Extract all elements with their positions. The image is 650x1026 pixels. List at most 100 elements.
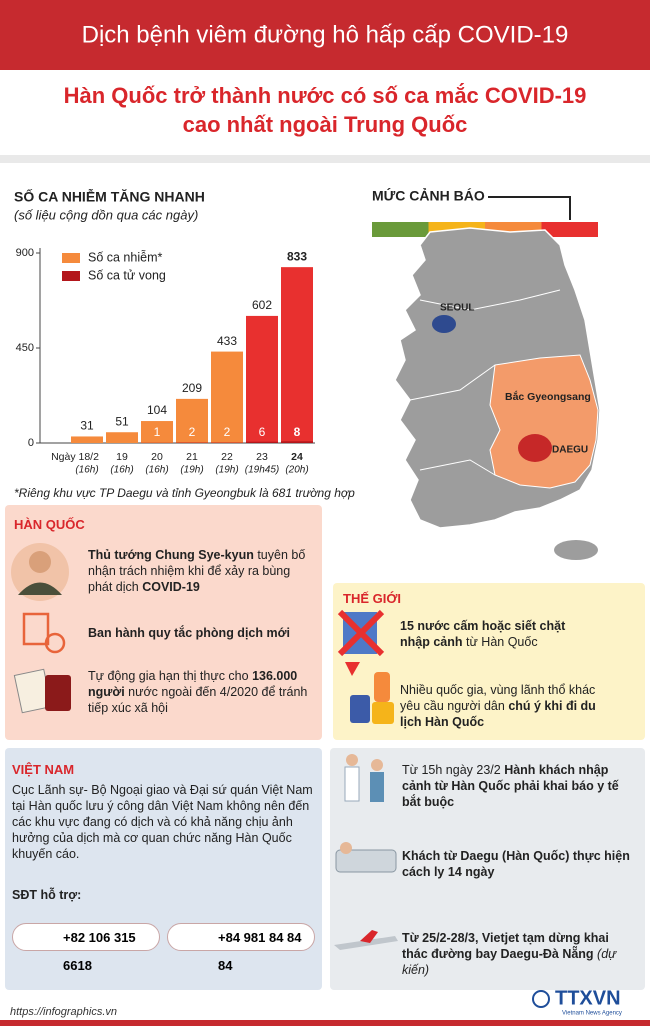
- icon-nurse: [371, 759, 383, 771]
- map-border: [419, 459, 496, 476]
- world-item: Nhiều quốc gia, vùng lãnh thổ khác yêu c…: [400, 682, 600, 730]
- icon-doctor: [346, 754, 358, 766]
- warning-level: [372, 222, 429, 237]
- world-panel: [333, 583, 645, 740]
- value-label: 602: [252, 298, 272, 312]
- map-daegu: [518, 434, 552, 462]
- case-bar: [71, 436, 103, 443]
- text-run: Hành khách nhập cảnh từ Hàn Quốc phải kh…: [402, 763, 619, 809]
- icon-plane: [360, 930, 378, 943]
- logo-agency: Vietnam News Agency: [562, 1011, 622, 1017]
- case-bar: [106, 432, 138, 443]
- chart-subtitle: (số liệu cộng dồn qua các ngày): [14, 207, 198, 222]
- bar-chart: 0 450 900 Số ca nhiễm* Số ca tử vong Ngày 18/…: [16, 247, 313, 476]
- text-run: chú ý khi đi du lịch Hàn Quốc: [400, 699, 596, 729]
- warning-title: MỨC CẢNH BÁO: [372, 187, 485, 204]
- icon-portrait: [18, 582, 62, 595]
- y-tick-label: 900: [16, 247, 34, 259]
- death-label: 8: [294, 425, 301, 439]
- value-label: 433: [217, 334, 237, 348]
- map-seoul: [432, 315, 456, 333]
- text-run: (dự kiến): [402, 947, 617, 977]
- legend-swatch: [62, 271, 80, 281]
- case-bar: [141, 421, 173, 443]
- legend-label: Số ca tử vong: [88, 268, 166, 282]
- icon-bed: [335, 849, 397, 873]
- map-region: [489, 354, 599, 489]
- text-run: Từ 15h ngày 23/2: [402, 763, 505, 777]
- x-tick-label: 24: [291, 451, 303, 463]
- world-item: 15 nước cấm hoặc siết chặt nhập cảnh từ …: [400, 618, 585, 650]
- value-label: 104: [147, 403, 167, 417]
- text-run: COVID-19: [142, 580, 200, 594]
- headline: cao nhất ngoài Trung Quốc: [183, 112, 468, 137]
- vietnam-title: VIỆT NAM: [12, 762, 75, 777]
- death-label: 1: [154, 425, 161, 439]
- world-title: THẾ GIỚI: [343, 591, 402, 606]
- icon-ban: [337, 609, 385, 657]
- icon-traveler: [374, 672, 390, 702]
- death-label: 2: [189, 425, 196, 439]
- case-bar: [281, 267, 313, 443]
- case-bar: [211, 351, 243, 443]
- icon-warning: [345, 662, 360, 676]
- legend-label: Số ca nhiễm*: [88, 249, 162, 264]
- text-run: 15 nước cấm hoặc siết chặt nhập cảnh: [400, 619, 566, 649]
- phone: +82 106 315 6618: [12, 923, 160, 973]
- map-label: SEOUL: [440, 303, 474, 314]
- map-border: [419, 289, 561, 311]
- header-title: Dịch bệnh viêm đường hô hấp cấp COVID-19: [82, 21, 569, 48]
- x-tick-sublabel: (20h): [285, 465, 308, 476]
- legend-swatch: [62, 253, 80, 263]
- logo: TTXVN: [555, 987, 621, 1009]
- y-tick-label: 450: [16, 342, 34, 354]
- text-run: 136.000 người: [88, 669, 298, 699]
- x-tick-label: 19: [116, 451, 128, 463]
- headline: Hàn Quốc trở thành nước có số ca mắc COV…: [64, 83, 587, 108]
- icon-rules: [22, 612, 50, 646]
- korea-item: Thủ tướng Chung Sye-kyun tuyên bố nhận t…: [88, 547, 313, 595]
- text-run: Thủ tướng Chung Sye-kyun: [88, 548, 254, 562]
- divider: [0, 155, 650, 163]
- value-label: 51: [115, 414, 129, 428]
- chart-note: *Riêng khu vực TP Daegu và tỉnh Gyeongbu…: [14, 486, 355, 500]
- icon-doctor: [344, 766, 360, 802]
- death-label: 6: [259, 425, 266, 439]
- case-bar: [176, 398, 208, 443]
- korea-title: HÀN QUỐC: [14, 517, 85, 532]
- warning-level: [541, 222, 598, 237]
- text-run: Tự động gia hạn thị thực cho: [88, 669, 253, 683]
- x-tick-sublabel: (16h): [110, 465, 133, 476]
- death-bar: [246, 441, 278, 443]
- x-tick-label: 23: [256, 451, 268, 463]
- header-band: [0, 0, 650, 70]
- measures-panel: [330, 748, 645, 990]
- y-tick-label: 0: [28, 437, 34, 449]
- icon-luggage: [372, 702, 394, 724]
- icon-nurse: [370, 772, 384, 802]
- korea-panel: [5, 505, 322, 740]
- text-run: nước ngoài đến 4/2020 để tránh tiếp xúc …: [88, 685, 308, 715]
- text-run: Nhiều quốc gia, vùng lãnh thổ khác yêu c…: [400, 683, 596, 713]
- icon-luggage: [350, 695, 370, 723]
- korea-map: SEOUL Bắc Gyeongsang DAEGU: [394, 227, 601, 560]
- x-tick-label: 20: [151, 451, 163, 463]
- text-run: Ban hành quy tắc phòng dịch mới: [88, 626, 290, 640]
- death-bar: [281, 441, 313, 443]
- measure: Từ 25/2-28/3, Vietjet tạm dừng khai thác…: [402, 930, 637, 978]
- vietnam-body: Cục Lãnh sự- Bộ Ngoại giao và Đại sứ quá…: [12, 783, 313, 861]
- map-label: DAEGU: [552, 445, 588, 456]
- chart-title: SỐ CA NHIỄM TĂNG NHANH: [14, 188, 205, 205]
- value-label: 209: [182, 381, 202, 395]
- text-run: từ Hàn Quốc: [462, 635, 538, 649]
- x-tick-label: 21: [186, 451, 198, 463]
- value-label: 31: [80, 419, 94, 433]
- x-tick-label: 22: [221, 451, 233, 463]
- footer-band: [0, 1020, 650, 1026]
- x-tick-sublabel: (19h45): [245, 465, 279, 476]
- icon-patient: [340, 842, 352, 854]
- phone: +84 981 84 84 84: [167, 923, 315, 973]
- logo-mark: [532, 990, 550, 1008]
- measure: Khách từ Daegu (Hàn Quốc) thực hiện cách…: [402, 848, 632, 880]
